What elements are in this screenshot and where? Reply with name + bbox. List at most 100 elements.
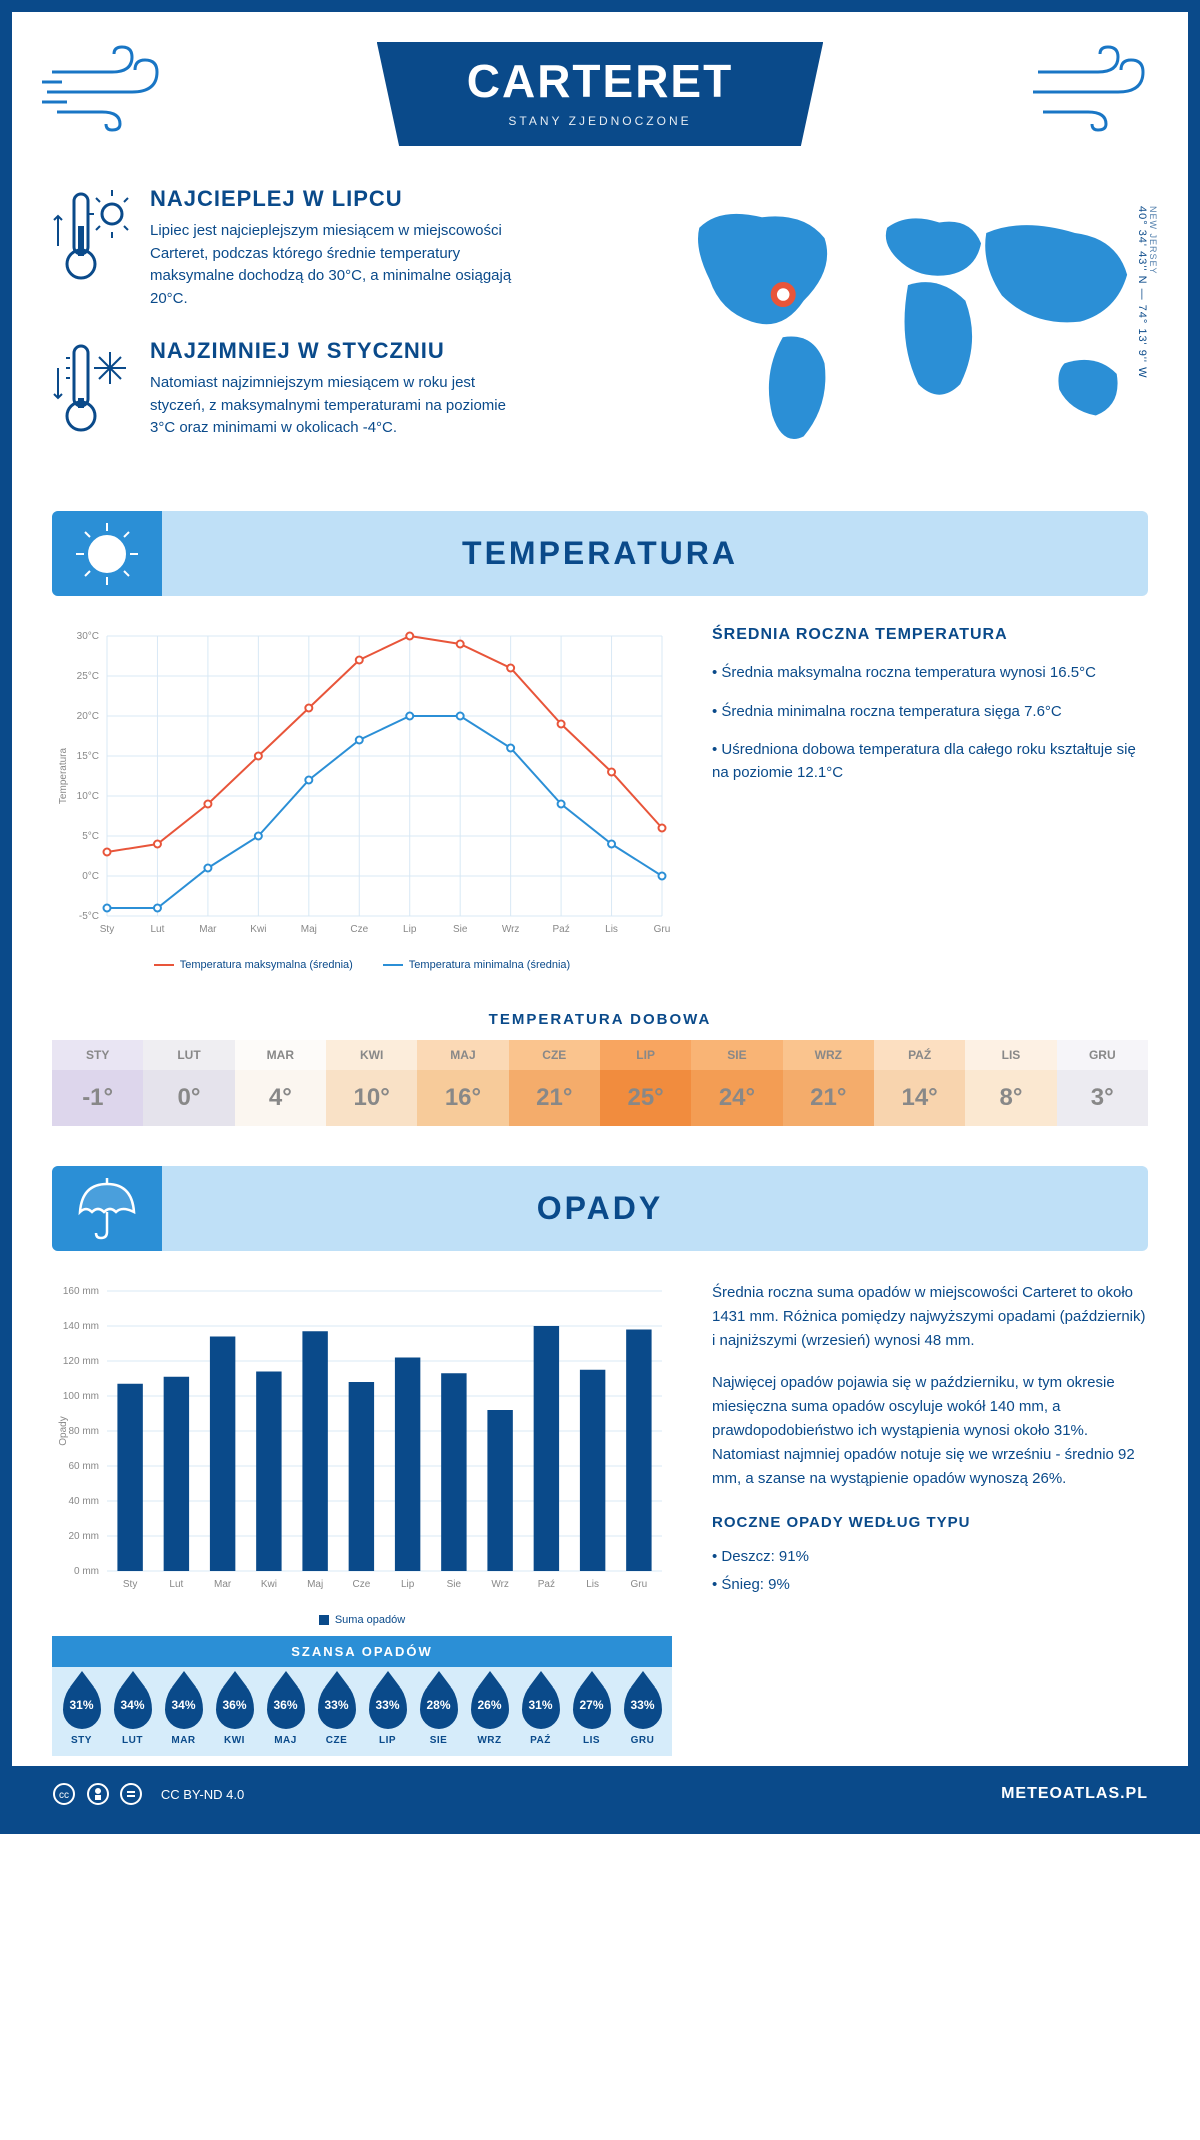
svg-text:Cze: Cze — [350, 924, 368, 935]
chance-cell: 33%LIP — [362, 1681, 413, 1746]
svg-text:Opady: Opady — [58, 1416, 69, 1445]
license-block: cc CC BY-ND 4.0 — [52, 1782, 244, 1806]
svg-text:Kwi: Kwi — [250, 924, 266, 935]
daily-temp-cell: LIS8° — [965, 1040, 1056, 1126]
daily-temp-cell: SIE24° — [691, 1040, 782, 1126]
svg-text:Maj: Maj — [301, 924, 317, 935]
svg-text:Lut: Lut — [169, 1579, 183, 1590]
precipitation-notes: Średnia roczna suma opadów w miejscowośc… — [712, 1281, 1148, 1756]
chance-cell: 34%MAR — [158, 1681, 209, 1746]
raindrop-icon: 36% — [267, 1681, 305, 1729]
svg-text:Sie: Sie — [447, 1579, 462, 1590]
intro-section: NAJCIEPLEJ W LIPCU Lipiec jest najcieple… — [12, 166, 1188, 511]
raindrop-icon: 33% — [624, 1681, 662, 1729]
chance-cell: 36%MAJ — [260, 1681, 311, 1746]
raindrop-icon: 31% — [522, 1681, 560, 1729]
temperature-notes: ŚREDNIA ROCZNA TEMPERATURA • Średnia mak… — [712, 626, 1148, 971]
temp-note-item: • Średnia minimalna roczna temperatura s… — [712, 701, 1148, 724]
nd-icon — [119, 1782, 143, 1806]
svg-text:Temperatura: Temperatura — [58, 747, 69, 804]
raindrop-icon: 31% — [63, 1681, 101, 1729]
temperature-title: TEMPERATURA — [52, 535, 1148, 572]
svg-text:10°C: 10°C — [77, 791, 99, 802]
temperature-line-chart: -5°C0°C5°C10°C15°C20°C25°C30°CStyLutMarK… — [52, 626, 672, 971]
precipitation-title: OPADY — [52, 1190, 1148, 1227]
svg-text:160 mm: 160 mm — [63, 1286, 99, 1297]
svg-text:100 mm: 100 mm — [63, 1391, 99, 1402]
svg-text:Lis: Lis — [605, 924, 618, 935]
svg-text:Maj: Maj — [307, 1579, 323, 1590]
hottest-block: NAJCIEPLEJ W LIPCU Lipiec jest najcieple… — [52, 186, 638, 310]
umbrella-icon — [52, 1166, 162, 1251]
chance-cell: 31%STY — [56, 1681, 107, 1746]
svg-text:Gru: Gru — [631, 1579, 648, 1590]
svg-text:5°C: 5°C — [82, 831, 99, 842]
svg-text:Lip: Lip — [401, 1579, 415, 1590]
precip-type-item: • Deszcz: 91% — [712, 1545, 1148, 1569]
svg-text:120 mm: 120 mm — [63, 1356, 99, 1367]
daily-temp-cell: CZE21° — [509, 1040, 600, 1126]
svg-text:Mar: Mar — [214, 1579, 232, 1590]
precip-text-2: Najwięcej opadów pojawia się w październ… — [712, 1371, 1148, 1491]
raindrop-icon: 33% — [369, 1681, 407, 1729]
by-icon — [86, 1782, 110, 1806]
chance-cell: 33%CZE — [311, 1681, 362, 1746]
daily-temperature-table: STY-1°LUT0°MAR4°KWI10°MAJ16°CZE21°LIP25°… — [52, 1040, 1148, 1126]
svg-text:30°C: 30°C — [77, 631, 99, 642]
temperature-legend: Temperatura maksymalna (średnia)Temperat… — [52, 959, 672, 971]
daily-temp-cell: STY-1° — [52, 1040, 143, 1126]
license-text: CC BY-ND 4.0 — [161, 1787, 244, 1802]
page-title: CARTERET — [467, 54, 733, 108]
hottest-title: NAJCIEPLEJ W LIPCU — [150, 186, 530, 212]
svg-text:Lut: Lut — [151, 924, 165, 935]
svg-text:Gru: Gru — [654, 924, 671, 935]
precip-text-1: Średnia roczna suma opadów w miejscowośc… — [712, 1281, 1148, 1353]
svg-text:Lip: Lip — [403, 924, 417, 935]
raindrop-icon: 33% — [318, 1681, 356, 1729]
precipitation-bar-chart: 0 mm20 mm40 mm60 mm80 mm100 mm120 mm140 … — [52, 1281, 672, 1601]
map-block: NEW JERSEY 40° 34' 43'' N — 74° 13' 9'' … — [668, 186, 1148, 471]
page-subtitle: STANY ZJEDNOCZONE — [467, 114, 733, 128]
temp-note-item: • Uśredniona dobowa temperatura dla całe… — [712, 739, 1148, 784]
raindrop-icon: 34% — [114, 1681, 152, 1729]
chance-cell: 26%WRZ — [464, 1681, 515, 1746]
site-name: METEOATLAS.PL — [1001, 1785, 1148, 1803]
page: CARTERET STANY ZJEDNOCZONE — [0, 0, 1200, 1834]
coldest-text: Natomiast najzimniejszym miesiącem w rok… — [150, 372, 530, 440]
temp-note-item: • Średnia maksymalna roczna temperatura … — [712, 662, 1148, 685]
svg-text:25°C: 25°C — [77, 671, 99, 682]
chance-cell: 31%PAŹ — [515, 1681, 566, 1746]
precipitation-section-header: OPADY — [52, 1166, 1148, 1251]
raindrop-icon: 28% — [420, 1681, 458, 1729]
svg-text:0 mm: 0 mm — [74, 1566, 99, 1577]
chance-cell: 36%KWI — [209, 1681, 260, 1746]
svg-text:20°C: 20°C — [77, 711, 99, 722]
location-marker-icon — [774, 285, 793, 304]
title-banner: CARTERET STANY ZJEDNOCZONE — [377, 42, 823, 146]
daily-temp-cell: KWI10° — [326, 1040, 417, 1126]
thermometer-cold-icon — [52, 338, 132, 443]
chance-cell: 27%LIS — [566, 1681, 617, 1746]
svg-text:0°C: 0°C — [82, 871, 99, 882]
precip-type-item: • Śnieg: 9% — [712, 1573, 1148, 1597]
cc-icon: cc — [52, 1782, 76, 1806]
svg-text:Lis: Lis — [586, 1579, 599, 1590]
coordinates-label: NEW JERSEY 40° 34' 43'' N — 74° 13' 9'' … — [1136, 206, 1158, 378]
chance-cell: 28%SIE — [413, 1681, 464, 1746]
chance-title: SZANSA OPADÓW — [52, 1636, 672, 1667]
raindrop-icon: 34% — [165, 1681, 203, 1729]
hottest-text: Lipiec jest najcieplejszym miesiącem w m… — [150, 220, 530, 310]
daily-temp-cell: LUT0° — [143, 1040, 234, 1126]
svg-text:20 mm: 20 mm — [68, 1531, 99, 1542]
svg-text:Kwi: Kwi — [261, 1579, 277, 1590]
raindrop-icon: 27% — [573, 1681, 611, 1729]
svg-text:Wrz: Wrz — [491, 1579, 509, 1590]
annual-temp-title: ŚREDNIA ROCZNA TEMPERATURA — [712, 626, 1148, 644]
legend-item: Temperatura maksymalna (średnia) — [154, 959, 353, 971]
svg-text:Sie: Sie — [453, 924, 468, 935]
daily-temp-cell: WRZ21° — [783, 1040, 874, 1126]
chance-cell: 34%LUT — [107, 1681, 158, 1746]
svg-text:40 mm: 40 mm — [68, 1496, 99, 1507]
daily-temp-cell: PAŹ14° — [874, 1040, 965, 1126]
header: CARTERET STANY ZJEDNOCZONE — [12, 12, 1188, 166]
